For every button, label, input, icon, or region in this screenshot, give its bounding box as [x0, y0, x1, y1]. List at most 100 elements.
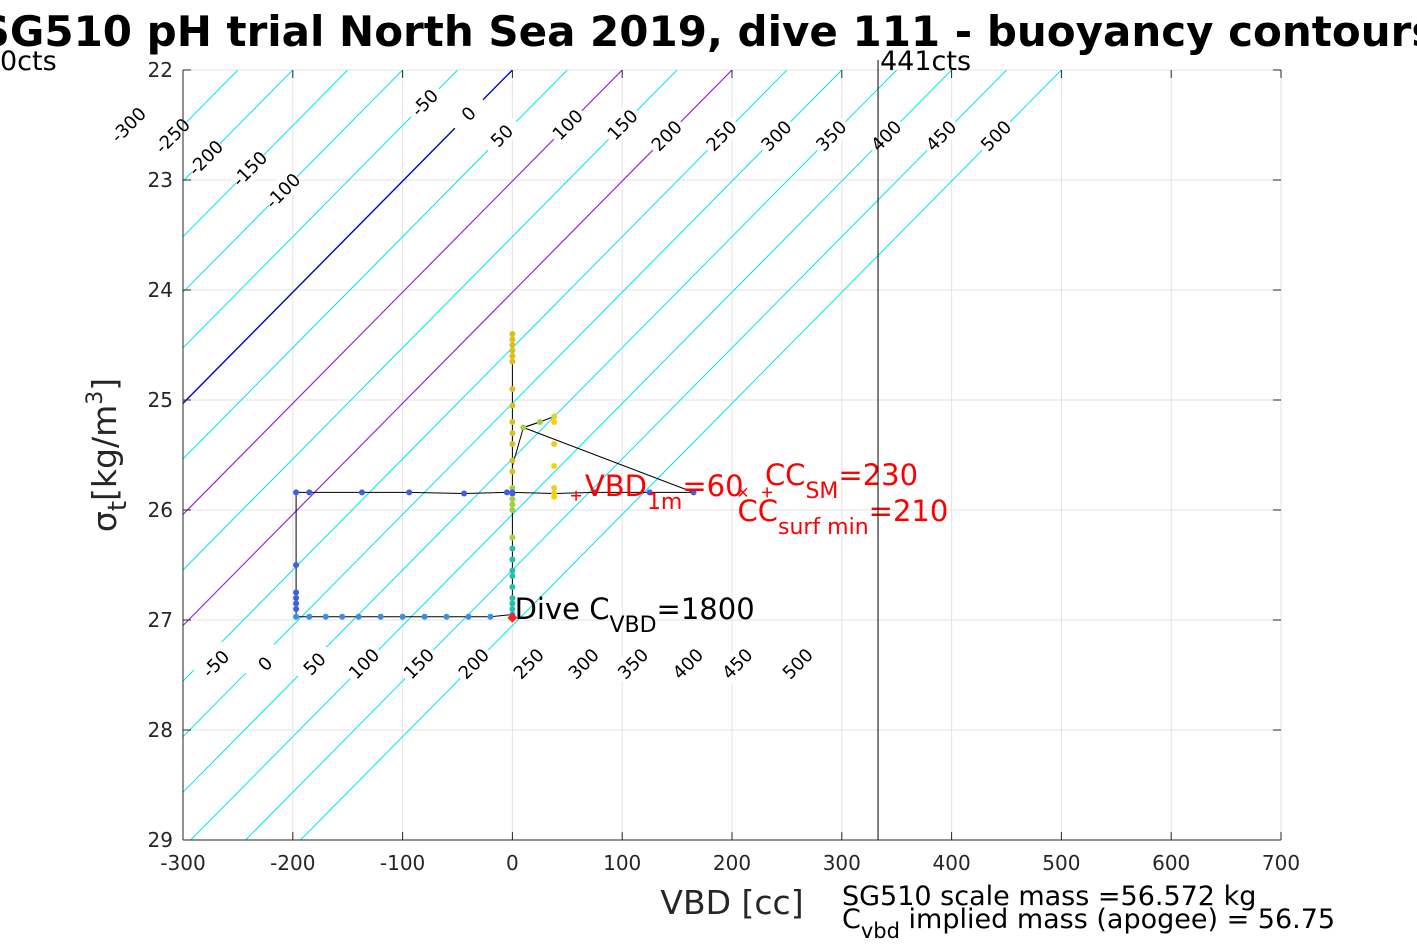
diamond-marker: [507, 612, 518, 623]
grid-layer: [182, 69, 1282, 841]
dive-track-point: [293, 606, 300, 612]
dive-track-point: [509, 430, 516, 436]
y-axis-label-unit: [kg/m: [85, 405, 124, 501]
dive-track-point: [551, 485, 558, 491]
x-tick-label: -300: [160, 851, 205, 875]
dive-track-point: [509, 545, 516, 552]
contour-label-bg: [402, 80, 447, 125]
y-tick-label: 25: [148, 388, 173, 412]
annotation-divecvbd: Dive CVBD=1800: [515, 592, 755, 638]
annotation-main: Dive C: [515, 592, 610, 626]
top-right-counts-label: 441cts: [880, 46, 971, 77]
contour-label-bg: [714, 641, 759, 686]
buoyancy-contour-line: [183, 70, 568, 460]
annotation-vbd1m: VBD1m=60: [585, 469, 744, 515]
contour-label-bg: [227, 146, 272, 191]
dive-track-hook: [511, 416, 555, 467]
contour-label-bg: [506, 641, 551, 686]
contour-label-bg: [396, 641, 441, 686]
contour-label-bg: [600, 102, 644, 147]
annotation-main: VBD: [585, 469, 647, 503]
dive-track-point: [551, 413, 558, 420]
x-tick-label: -200: [270, 851, 315, 875]
buoyancy-contour-line: [183, 70, 458, 349]
dive-track-point: [509, 457, 516, 464]
contour-label-bg: [863, 113, 908, 158]
dive-track-point: [509, 347, 516, 354]
dive-track-point: [339, 613, 346, 620]
y-tick-label: 26: [148, 498, 173, 522]
dive-track-point: [406, 489, 413, 496]
contour-layer: [183, 70, 1062, 840]
buoyancy-contour-line: [183, 70, 733, 627]
contour-label-bg: [973, 113, 1018, 158]
y-axis-label-sigma: σ: [85, 511, 124, 532]
contour-label-bg: [106, 102, 150, 147]
dive-track-point: [509, 353, 516, 359]
dive-track-point: [509, 485, 516, 491]
dive-track-point: [293, 595, 300, 601]
contour-label-bg: [918, 113, 963, 158]
dive-track-point: [509, 386, 516, 392]
dive-track-point: [509, 600, 516, 607]
x-tick-label: 300: [823, 851, 861, 875]
dive-track-point: [520, 424, 527, 431]
dive-track-point: [399, 613, 406, 620]
buoyancy-contour-line: [183, 70, 623, 516]
footer-scale-mass: SG510 scale mass =56.572 kg: [842, 881, 1256, 912]
dive-track-point: [306, 489, 313, 496]
dive-track-point: [293, 589, 300, 596]
x-tick-label: 0: [506, 851, 519, 875]
dive-track-point: [551, 493, 558, 500]
x-tick-label: 200: [713, 851, 751, 875]
dive-track-point: [646, 489, 653, 496]
contour-label-bg: [446, 91, 491, 136]
dive-track-point: [591, 489, 598, 496]
contour-label-bg: [808, 113, 853, 158]
contour-label-bg: [292, 641, 336, 686]
contour-label-bg: [242, 641, 287, 686]
x-axis-label: VBD [cc]: [660, 883, 803, 922]
x-tick-label: 100: [603, 851, 641, 875]
contour-label-top: -300: [106, 102, 151, 147]
annotation-sub: SM: [805, 479, 838, 504]
dive-track-point: [536, 419, 543, 425]
dive-track-point: [293, 600, 300, 607]
svg-text:σt[kg/m3]: σt[kg/m3]: [83, 378, 133, 532]
dive-track-point: [421, 613, 428, 620]
dive-track-point: [461, 490, 468, 497]
dive-track-point: [293, 613, 300, 620]
dive-track-point: [509, 556, 516, 563]
annotation-sub: surf min: [778, 515, 869, 540]
footer-implied-mass-main: C: [842, 904, 861, 935]
annotation-ccsurf: CCsurf min=210: [737, 494, 948, 540]
contour-label-bg: [260, 168, 305, 213]
dive-track-point: [509, 501, 516, 508]
annotation-sub: 1m: [647, 490, 682, 515]
buoyancy-contour-line: [183, 70, 349, 238]
dive-track-point: [509, 441, 516, 447]
contour-label-bg: [193, 641, 238, 686]
dive-track-point: [509, 342, 516, 348]
contour-label-text: -300: [107, 103, 151, 147]
dive-track-point: [509, 336, 516, 343]
annotation-main: CC: [737, 494, 778, 528]
dive-track-point: [551, 463, 558, 469]
y-tick-label: 27: [148, 608, 173, 632]
dive-track-point: [306, 613, 313, 620]
buoyancy-contour-line: [183, 70, 788, 682]
dive-track-point: [509, 468, 516, 475]
buoyancy-contour-line: [183, 70, 843, 738]
annotation-main: CC: [765, 458, 806, 492]
annotation-value: =1800: [657, 592, 755, 626]
buoyancy-contour-line: [183, 70, 898, 793]
dive-track-point: [465, 613, 472, 620]
contour-label-bg: [545, 102, 590, 147]
buoyancy-contour-line: [245, 70, 1007, 840]
footer-implied-mass: Cvbd implied mass (apogee) = 56.75: [842, 904, 1335, 943]
footer-implied-mass-rest: implied mass (apogee) = 56.75: [900, 904, 1335, 935]
buoyancy-contour-line: [183, 70, 678, 571]
dive-track-point: [509, 567, 516, 574]
dive-track-point: [509, 573, 516, 579]
